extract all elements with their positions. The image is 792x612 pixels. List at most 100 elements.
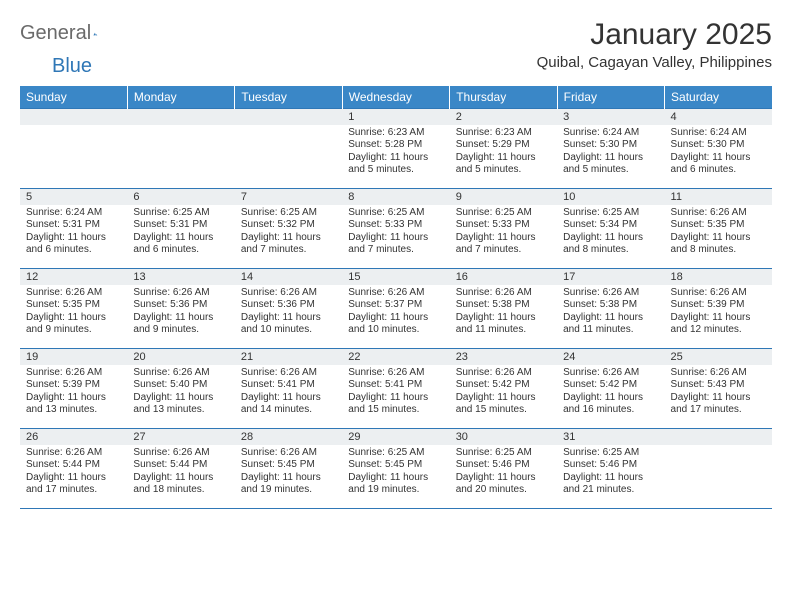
daylight-text-1: Daylight: 11 hours (671, 232, 766, 245)
sunrise-text: Sunrise: 6:25 AM (241, 207, 336, 220)
sunrise-text: Sunrise: 6:25 AM (563, 207, 658, 220)
daylight-text-2: and 20 minutes. (456, 484, 551, 497)
daylight-text-1: Daylight: 11 hours (241, 392, 336, 405)
daylight-text-1: Daylight: 11 hours (348, 472, 443, 485)
day-detail-cell: Sunrise: 6:25 AMSunset: 5:33 PMDaylight:… (450, 205, 557, 269)
weekday-header: Thursday (450, 86, 557, 109)
sunset-text: Sunset: 5:37 PM (348, 299, 443, 312)
day-detail-cell (20, 125, 127, 189)
sunrise-text: Sunrise: 6:23 AM (456, 127, 551, 140)
day-detail-cell: Sunrise: 6:24 AMSunset: 5:31 PMDaylight:… (20, 205, 127, 269)
day-number-cell: 16 (450, 269, 557, 285)
location-text: Quibal, Cagayan Valley, Philippines (537, 54, 772, 71)
day-detail-row: Sunrise: 6:26 AMSunset: 5:44 PMDaylight:… (20, 445, 772, 509)
day-detail-cell: Sunrise: 6:26 AMSunset: 5:36 PMDaylight:… (127, 285, 234, 349)
daylight-text-2: and 18 minutes. (133, 484, 228, 497)
day-detail-cell: Sunrise: 6:26 AMSunset: 5:44 PMDaylight:… (20, 445, 127, 509)
sunset-text: Sunset: 5:30 PM (563, 139, 658, 152)
day-detail-cell: Sunrise: 6:25 AMSunset: 5:45 PMDaylight:… (342, 445, 449, 509)
sunset-text: Sunset: 5:42 PM (456, 379, 551, 392)
sunrise-text: Sunrise: 6:26 AM (671, 367, 766, 380)
daylight-text-2: and 13 minutes. (133, 404, 228, 417)
day-number-cell: 21 (235, 349, 342, 365)
sunset-text: Sunset: 5:43 PM (671, 379, 766, 392)
daylight-text-2: and 5 minutes. (348, 164, 443, 177)
sunrise-text: Sunrise: 6:26 AM (241, 287, 336, 300)
sunset-text: Sunset: 5:31 PM (26, 219, 121, 232)
daylight-text-1: Daylight: 11 hours (563, 152, 658, 165)
day-detail-row: Sunrise: 6:23 AM Sunset: 5:28 PM Daylight:… (20, 125, 772, 189)
sunset-text: Sunset: 5:28 PM (348, 139, 443, 152)
day-detail-cell: Sunrise: 6:26 AMSunset: 5:42 PMDaylight:… (557, 365, 664, 429)
day-number-cell: 18 (665, 269, 772, 285)
day-detail-cell: Sunrise: 6:24 AMSunset: 5:30 PMDaylight:… (557, 125, 664, 189)
day-number-cell (235, 109, 342, 125)
daylight-text-2: and 6 minutes. (26, 244, 121, 257)
sunset-text: Sunset: 5:39 PM (26, 379, 121, 392)
day-number-cell: 15 (342, 269, 449, 285)
sunrise-text: Sunrise: 6:26 AM (133, 447, 228, 460)
day-detail-cell: Sunrise: 6:26 AMSunset: 5:41 PMDaylight:… (342, 365, 449, 429)
sunset-text: Sunset: 5:34 PM (563, 219, 658, 232)
daylight-text-1: Daylight: 11 hours (133, 472, 228, 485)
daylight-text-1: Daylight: 11 hours (563, 472, 658, 485)
sunrise-text: Sunrise: 6:26 AM (671, 207, 766, 220)
daylight-text-2: and 8 minutes. (563, 244, 658, 257)
day-detail-cell: Sunrise: 6:26 AMSunset: 5:43 PMDaylight:… (665, 365, 772, 429)
day-number-cell: 3 (557, 109, 664, 125)
day-detail-row: Sunrise: 6:24 AMSunset: 5:31 PMDaylight:… (20, 205, 772, 269)
sunrise-text: Sunrise: 6:25 AM (133, 207, 228, 220)
logo-text-blue: Blue (52, 55, 92, 77)
sunset-text: Sunset: 5:36 PM (133, 299, 228, 312)
sunrise-text: Sunrise: 6:25 AM (563, 447, 658, 460)
day-detail-cell: Sunrise: 6:23 AMSunset: 5:29 PMDaylight:… (450, 125, 557, 189)
sunrise-text: Sunrise: 6:25 AM (348, 447, 443, 460)
day-number-row: 19202122232425 (20, 349, 772, 365)
sunrise-text: Sunrise: 6:26 AM (563, 367, 658, 380)
daylight-text-2: and 11 minutes. (563, 324, 658, 337)
sunrise-text: Sunrise: 6:26 AM (241, 447, 336, 460)
day-number-cell: 25 (665, 349, 772, 365)
daylight-text-1: Daylight: 11 hours (563, 232, 658, 245)
sunset-text: Sunset: 5:29 PM (456, 139, 551, 152)
daylight-text-1: Daylight: 11 hours (348, 392, 443, 405)
sunrise-text: Sunrise: 6:25 AM (348, 207, 443, 220)
daylight-text-1: Daylight: 11 hours (456, 152, 551, 165)
daylight-text-2: and 12 minutes. (671, 324, 766, 337)
daylight-text-2: and 16 minutes. (563, 404, 658, 417)
day-detail-row: Sunrise: 6:26 AM Sunset: 5:39 PM Daylight:… (20, 365, 772, 429)
sunset-text: Sunset: 5:33 PM (348, 219, 443, 232)
day-number-cell: 19 (20, 349, 127, 365)
sunrise-text: Sunrise: 6:25 AM (456, 447, 551, 460)
day-number-cell: 11 (665, 189, 772, 205)
weekday-header: Sunday (20, 86, 127, 109)
sunrise-text: Sunrise: 6:26 AM (133, 287, 228, 300)
weekday-header-row: SundayMondayTuesdayWednesdayThursdayFrid… (20, 86, 772, 109)
daylight-text-2: and 9 minutes. (26, 324, 121, 337)
sunset-text: Sunset: 5:42 PM (563, 379, 658, 392)
sunset-text: Sunset: 5:41 PM (241, 379, 336, 392)
day-number-cell: 20 (127, 349, 234, 365)
day-number-row: 567891011 (20, 189, 772, 205)
daylight-text-2: and 19 minutes. (348, 484, 443, 497)
sunrise-text: Sunrise: 6:26 AM (26, 287, 121, 300)
day-number-cell: 22 (342, 349, 449, 365)
sunrise-text: Sunrise: 6:26 AM (241, 367, 336, 380)
sunrise-text: Sunrise: 6:26 AM (348, 287, 443, 300)
day-detail-cell: Sunrise: 6:26 AMSunset: 5:39 PMDaylight:… (20, 365, 127, 429)
daylight-text-2: and 14 minutes. (241, 404, 336, 417)
day-number-cell: 12 (20, 269, 127, 285)
daylight-text-2: and 15 minutes. (348, 404, 443, 417)
day-detail-cell: Sunrise: 6:23 AMSunset: 5:28 PMDaylight:… (342, 125, 449, 189)
day-detail-cell: Sunrise: 6:26 AMSunset: 5:35 PMDaylight:… (665, 205, 772, 269)
daylight-text-1: Daylight: 11 hours (241, 472, 336, 485)
day-number-cell (665, 429, 772, 445)
day-number-cell: 24 (557, 349, 664, 365)
daylight-text-1: Daylight: 11 hours (456, 392, 551, 405)
sunset-text: Sunset: 5:38 PM (456, 299, 551, 312)
day-number-cell: 14 (235, 269, 342, 285)
day-detail-cell (127, 125, 234, 189)
day-detail-cell: Sunrise: 6:25 AMSunset: 5:46 PMDaylight:… (557, 445, 664, 509)
sunset-text: Sunset: 5:44 PM (133, 459, 228, 472)
sunset-text: Sunset: 5:41 PM (348, 379, 443, 392)
